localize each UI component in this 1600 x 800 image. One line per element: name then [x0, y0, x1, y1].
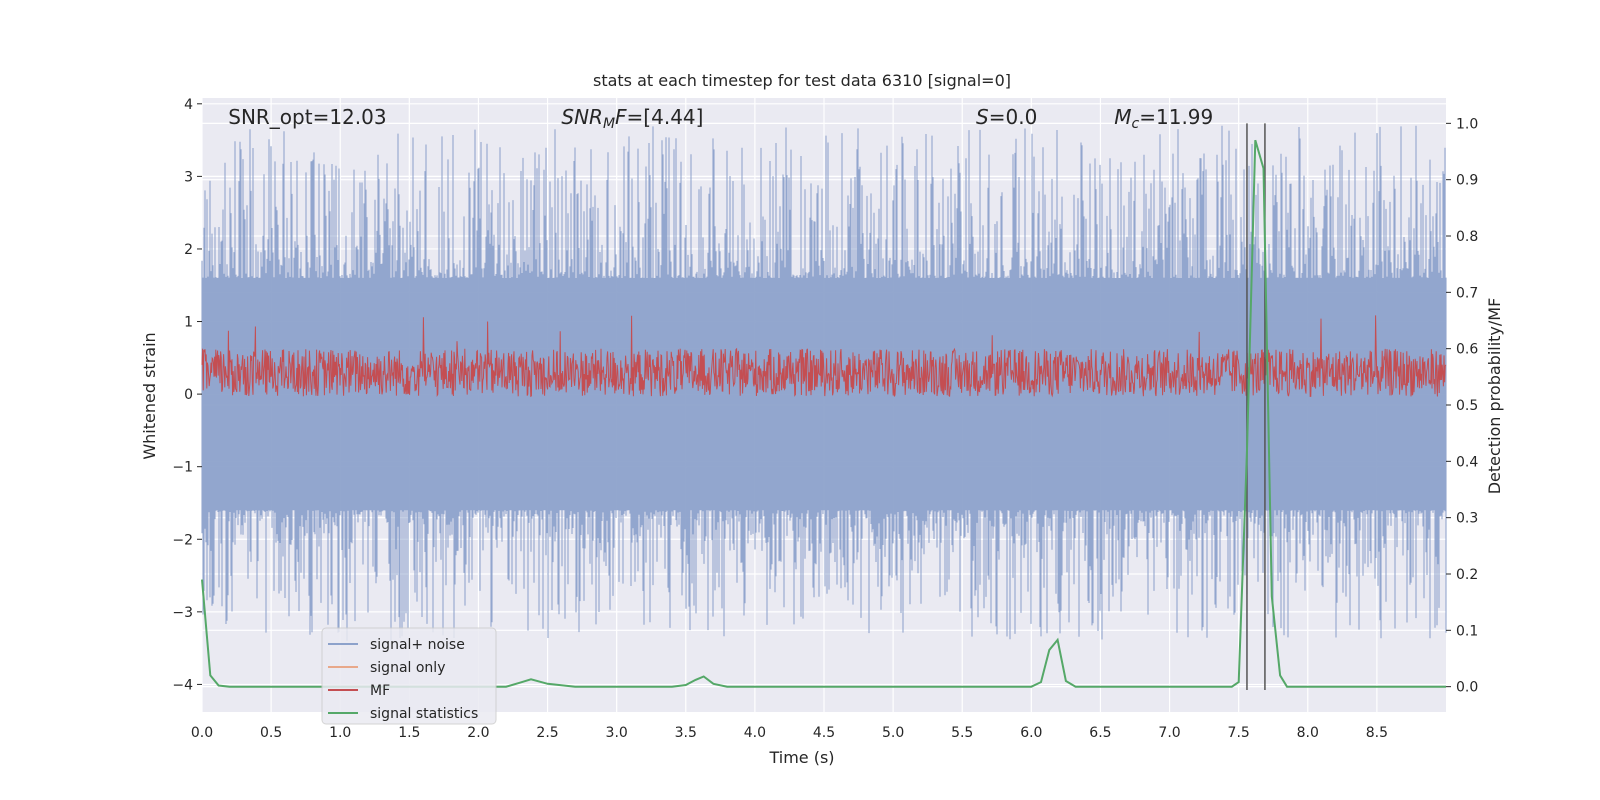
annotation-part: =0.0	[989, 105, 1038, 129]
y-left-tick-label: 3	[184, 169, 193, 185]
annotation-part: M	[1114, 105, 1131, 129]
annotation-text: S=0.0	[976, 105, 1037, 129]
y-left-tick-label: −2	[172, 532, 193, 548]
x-tick-label: 2.0	[467, 725, 489, 741]
y-left-tick-label: −1	[172, 460, 193, 476]
y-left-tick-label: −4	[172, 677, 193, 693]
legend-entry-label: signal+ noise	[370, 637, 465, 653]
y-right-tick-label: 0.4	[1456, 454, 1478, 470]
y-right-tick-label: 0.0	[1456, 680, 1478, 696]
y-right-tick-label: 0.1	[1456, 623, 1478, 639]
x-tick-label: 6.5	[1089, 725, 1111, 741]
annotation-part: =11.99	[1139, 105, 1213, 129]
annotation-text: SNR_opt=12.03	[228, 105, 386, 129]
y-right-tick-label: 0.5	[1456, 398, 1478, 414]
x-tick-label: 5.5	[951, 725, 973, 741]
legend-entry-label: signal statistics	[370, 706, 478, 722]
annotation-part: =[4.44]	[627, 105, 704, 129]
annotation-part: SNR	[561, 105, 603, 129]
x-tick-label: 2.5	[536, 725, 558, 741]
x-axis-label: Time (s)	[768, 748, 834, 767]
x-tick-label: 5.0	[882, 725, 904, 741]
y-right-tick-label: 0.7	[1456, 285, 1478, 301]
y-axis-left-label: Whitened strain	[140, 332, 159, 459]
x-tick-label: 3.0	[606, 725, 628, 741]
x-tick-label: 8.0	[1297, 725, 1319, 741]
x-tick-label: 7.0	[1158, 725, 1180, 741]
x-tick-label: 1.5	[398, 725, 420, 741]
annotation-subscript: M	[603, 116, 615, 132]
y-right-tick-label: 0.3	[1456, 511, 1478, 527]
x-tick-label: 3.5	[675, 725, 697, 741]
x-tick-label: 8.5	[1366, 725, 1388, 741]
y-axis-right: 1.0 0.9 0.8 0.7 0.6 0.5 0.4 0.3 0.2 0.1 0.0	[1446, 116, 1478, 696]
y-right-tick-label: 0.6	[1456, 342, 1478, 358]
y-axis-right-label: Detection probability/MF	[1485, 298, 1504, 495]
x-tick-label: 0.5	[260, 725, 282, 741]
y-left-tick-label: 1	[184, 315, 193, 331]
annotation-text: Mc=11.99	[1114, 105, 1213, 132]
y-right-tick-label: 0.9	[1456, 173, 1478, 189]
y-right-tick-label: 0.8	[1456, 229, 1478, 245]
legend: signal+ noise signal only MF signal statist…	[321, 627, 497, 725]
y-left-tick-label: 0	[184, 387, 193, 403]
y-left-tick-label: 2	[184, 242, 193, 258]
signal-noise-series	[201, 125, 1447, 641]
annotations: SNR_opt=12.03 SNRMF=[4.44] S=0.0 Mc=11.99	[228, 105, 1213, 132]
annotation-text: SNRMF=[4.44]	[561, 105, 703, 132]
x-tick-label: 0.0	[191, 725, 213, 741]
legend-box	[321, 627, 497, 725]
x-tick-label: 1.0	[329, 725, 351, 741]
legend-entry-label: MF	[370, 683, 390, 699]
x-tick-label: 4.5	[813, 725, 835, 741]
series-line-signal-noise	[201, 125, 1447, 641]
chart-title: stats at each timestep for test data 631…	[593, 71, 1011, 90]
y-left-tick-label: 4	[184, 97, 193, 113]
legend-entry-label: signal only	[370, 660, 445, 676]
series-line-mf	[201, 315, 1447, 398]
annotation-part: S	[976, 105, 989, 129]
y-axis-left: 4 3 2 1 0 −1 −2 −3 −4	[172, 97, 202, 693]
y-right-tick-label: 0.2	[1456, 567, 1478, 583]
x-axis: 0.0 0.5 1.0 1.5 2.0 2.5 3.0 3.5 4.0 4.5 5.0 5.5 6.0 6…	[191, 725, 1388, 741]
x-tick-label: 6.0	[1020, 725, 1042, 741]
x-tick-label: 7.5	[1228, 725, 1250, 741]
y-left-tick-label: −3	[172, 605, 193, 621]
x-tick-label: 4.0	[744, 725, 766, 741]
annotation-part: F	[615, 105, 627, 129]
mf-series	[201, 315, 1447, 398]
annotation-subscript: c	[1132, 116, 1140, 132]
y-right-tick-label: 1.0	[1456, 116, 1478, 132]
